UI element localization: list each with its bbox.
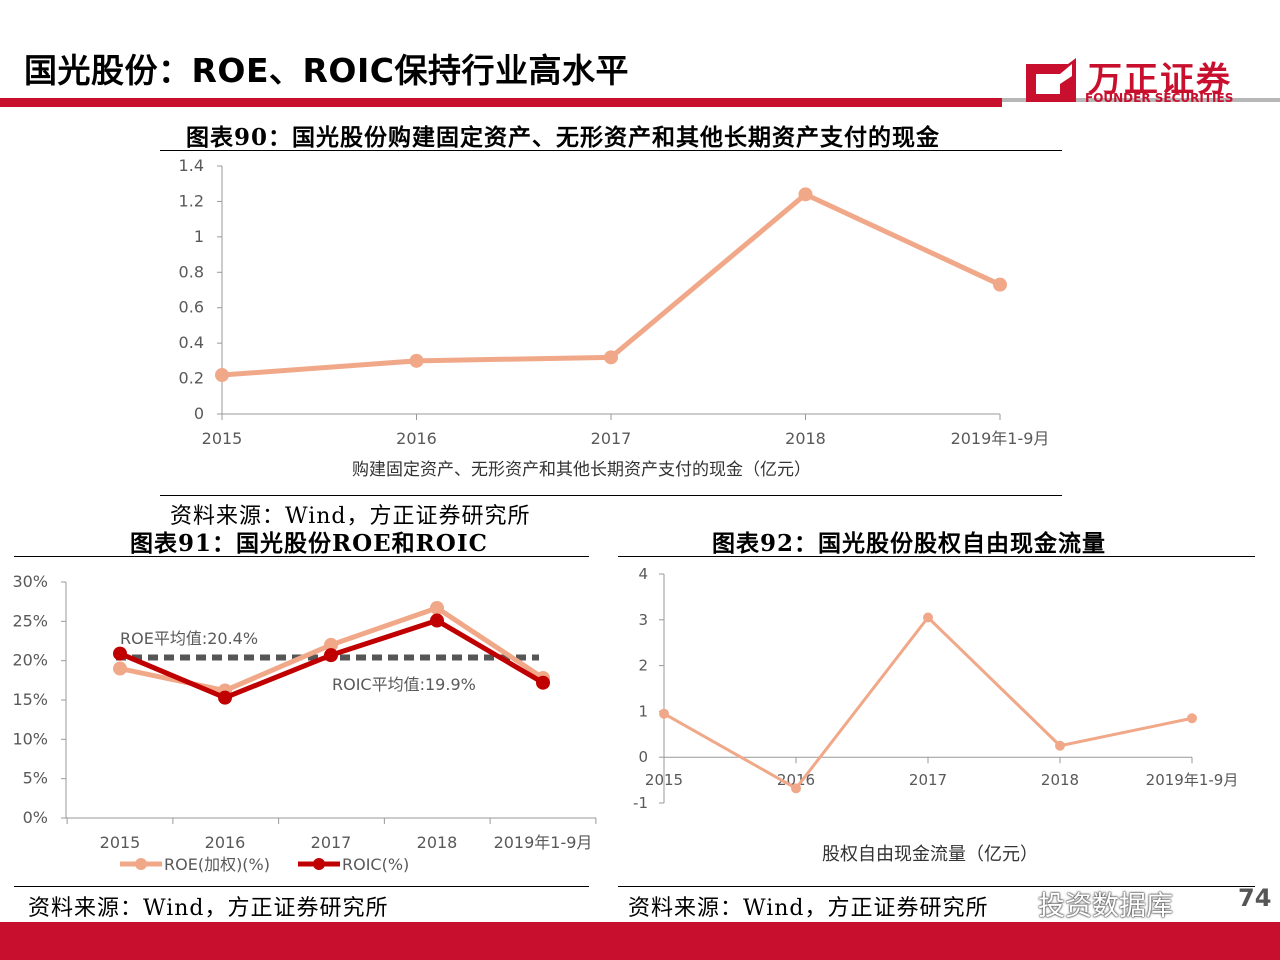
x-tick-label: 2017 xyxy=(591,429,632,448)
title-red-bar xyxy=(0,98,1002,107)
figure-91-title: 图表91：国光股份ROE和ROIC xyxy=(130,530,488,557)
y-tick-label: 0.4 xyxy=(179,333,204,352)
watermark-text: 投资数据库 xyxy=(1038,891,1173,922)
x-tick-label: 2015 xyxy=(645,771,683,789)
data-point xyxy=(430,600,444,615)
page-number: 74 xyxy=(1238,884,1272,912)
y-tick-label: 1.4 xyxy=(179,156,204,175)
y-tick-label: 0% xyxy=(23,808,48,827)
data-point xyxy=(113,661,127,676)
y-tick-label: 0.8 xyxy=(179,262,204,281)
x-tick-label: 2018 xyxy=(417,833,458,852)
founder-logo-icon xyxy=(1026,58,1076,102)
title-gray-bar xyxy=(1002,98,1280,102)
chart-90: 0 0.2 0.4 0.6 0.8 1 1.2 1.4 2015 2016 2017 2018 2019… xyxy=(179,156,1050,480)
y-tick-label: 2 xyxy=(638,657,648,675)
logo-english-text: FOUNDER SECURITIES xyxy=(1085,91,1234,105)
y-tick-label: 4 xyxy=(638,565,648,583)
data-point xyxy=(430,613,444,628)
y-tick-label: 1.2 xyxy=(179,191,204,210)
legend-label: ROIC(%) xyxy=(342,855,409,874)
y-tick-label: 0 xyxy=(194,404,204,423)
x-tick-label: 2015 xyxy=(202,429,243,448)
x-tick-label: 2018 xyxy=(785,429,826,448)
legend-label: 股权自由现金流量（亿元） xyxy=(822,844,1038,865)
data-point xyxy=(791,783,801,794)
data-point xyxy=(1055,740,1065,751)
reference-label: ROE平均值:20.4% xyxy=(120,629,258,648)
figure-92-bottom-rule xyxy=(618,886,1255,887)
y-tick-label: 5% xyxy=(23,769,48,788)
y-tick-label: 0 xyxy=(638,748,648,766)
data-point xyxy=(215,368,229,383)
x-tick-label: 2016 xyxy=(205,833,246,852)
data-point xyxy=(659,708,669,719)
x-tick-label: 2019年1-9月 xyxy=(494,833,593,852)
figure-92-title: 图表92：国光股份股权自由现金流量 xyxy=(712,530,1107,557)
data-point xyxy=(1187,713,1197,724)
data-point xyxy=(536,675,550,690)
legend-label: ROE(加权)(%) xyxy=(164,855,270,874)
figure-90-bottom-rule xyxy=(160,495,1062,496)
figure-91-top-rule xyxy=(14,556,589,557)
y-tick-label: 1 xyxy=(194,227,204,246)
y-tick-label: 25% xyxy=(12,611,48,630)
data-point xyxy=(409,353,424,368)
page-title: 国光股份：ROE、ROIC保持行业高水平 xyxy=(24,51,629,90)
figure-90-source: 资料来源：Wind，方正证券研究所 xyxy=(170,504,531,529)
figure-92-top-rule xyxy=(618,556,1255,557)
data-point xyxy=(324,648,338,663)
y-tick-label: -1 xyxy=(633,794,648,812)
data-point xyxy=(993,277,1007,292)
figure-91-source: 资料来源：Wind，方正证券研究所 xyxy=(28,896,389,921)
x-tick-label: 2017 xyxy=(909,771,947,789)
y-tick-label: 20% xyxy=(12,651,48,670)
y-tick-label: 10% xyxy=(12,729,48,748)
figure-90-top-rule xyxy=(160,150,1062,151)
data-point xyxy=(923,612,933,623)
figure-90-title: 图表90：国光股份购建固定资产、无形资产和其他长期资产支付的现金 xyxy=(186,124,941,151)
data-point xyxy=(324,637,338,652)
y-tick-label: 0.2 xyxy=(179,369,204,388)
data-point xyxy=(798,187,813,202)
x-tick-label: 2018 xyxy=(1041,771,1079,789)
footer-red-band xyxy=(0,922,1280,960)
x-tick-label: 2019年1-9月 xyxy=(1146,771,1239,789)
reference-label: ROIC平均值:19.9% xyxy=(332,675,476,694)
series-line xyxy=(221,191,1002,378)
figure-92-source: 资料来源：Wind，方正证券研究所 xyxy=(628,896,989,921)
x-tick-label: 2017 xyxy=(311,833,352,852)
data-point xyxy=(218,690,232,705)
y-tick-label: 3 xyxy=(638,611,648,629)
x-tick-label: 2019年1-9月 xyxy=(951,429,1050,448)
logo-chinese-text: 万正证券 xyxy=(1088,60,1232,100)
legend-label: 购建固定资产、无形资产和其他长期资产支付的现金（亿元） xyxy=(352,460,811,480)
legend-swatch-marker xyxy=(135,858,147,870)
y-tick-label: 0.6 xyxy=(179,298,204,317)
data-point xyxy=(113,646,127,661)
figure-91-bottom-rule xyxy=(14,886,589,887)
x-tick-label: 2015 xyxy=(100,833,141,852)
chart-91: 0% 5% 10% 15% 20% 25% 30% 2015 2016 2017 2018 2019年… xyxy=(12,572,597,874)
legend-swatch-marker xyxy=(313,858,325,870)
x-tick-label: 2016 xyxy=(396,429,437,448)
y-tick-label: 30% xyxy=(12,572,48,591)
y-tick-label: 15% xyxy=(12,690,48,709)
y-tick-label: 1 xyxy=(638,702,648,720)
data-point xyxy=(604,350,618,365)
